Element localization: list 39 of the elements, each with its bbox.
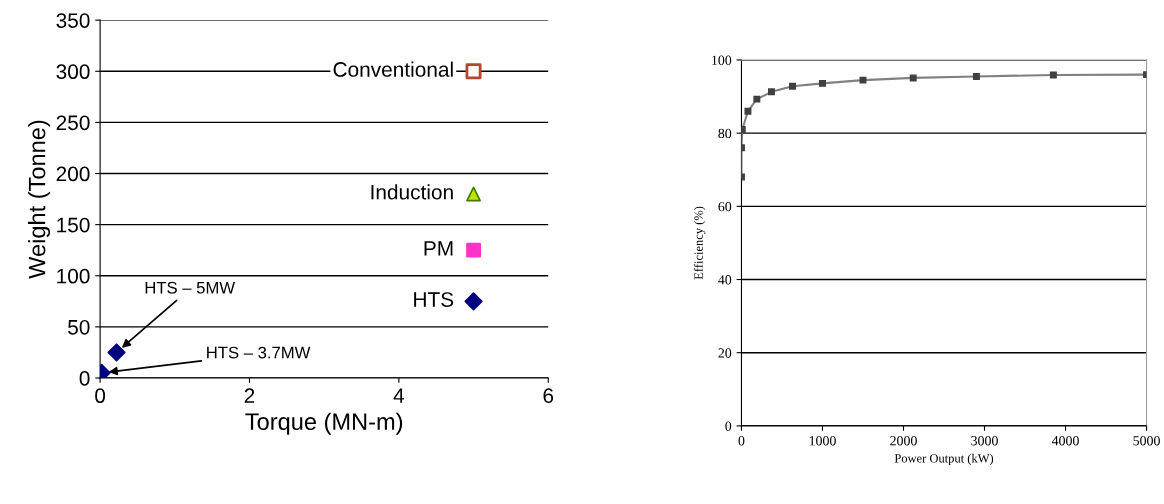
series-label: Induction	[371, 184, 453, 200]
y-tick-label: 100	[57, 268, 90, 284]
annotation: HTS – 3.7MW	[207, 346, 311, 359]
y-tick-label: 150	[57, 217, 90, 233]
y-axis-title: Efficiency (%)	[693, 206, 706, 280]
x-tick-label: 5000	[1133, 436, 1160, 446]
series-label: PM	[424, 241, 453, 256]
point	[465, 63, 482, 80]
y-tick-label: 200	[56, 166, 90, 182]
x-tick-label: 0	[95, 388, 106, 404]
x-axis-title: Torque (MN-m)	[245, 412, 403, 435]
y-tick-label: 50	[68, 319, 90, 335]
y-tick-label: 40	[718, 275, 732, 285]
x-tick-label: 6	[543, 388, 554, 404]
x-tick-label: 2	[244, 388, 255, 403]
y-tick-label: 100	[712, 55, 732, 65]
y-tick-label: 300	[56, 64, 90, 80]
x-tick-label: 2000	[890, 436, 917, 446]
x-tick-label: 4	[393, 388, 405, 403]
y-axis-title: Weight (Tonne)	[28, 120, 51, 279]
x-tick-label: 4000	[1051, 436, 1079, 446]
point	[107, 343, 126, 362]
x-tick-label: 0	[738, 436, 745, 446]
series-label: HTS	[414, 292, 454, 307]
y-tick-label: 350	[56, 13, 90, 28]
point	[464, 292, 483, 311]
point	[466, 242, 481, 258]
annotation: HTS – 5MW	[145, 281, 235, 294]
y-tick-label: 20	[718, 348, 732, 358]
x-tick-label: 1000	[809, 436, 836, 446]
y-tick-label: 0	[725, 421, 732, 431]
x-tick-label: 3000	[971, 436, 998, 446]
y-tick-label: 80	[718, 128, 732, 139]
series-label: Conventional	[333, 61, 453, 77]
point	[466, 186, 481, 202]
x-axis-title: Power Output (kW)	[894, 453, 994, 466]
y-tick-label: 60	[718, 201, 732, 212]
y-tick-label: 250	[56, 115, 90, 131]
y-tick-label: 0	[79, 371, 90, 386]
